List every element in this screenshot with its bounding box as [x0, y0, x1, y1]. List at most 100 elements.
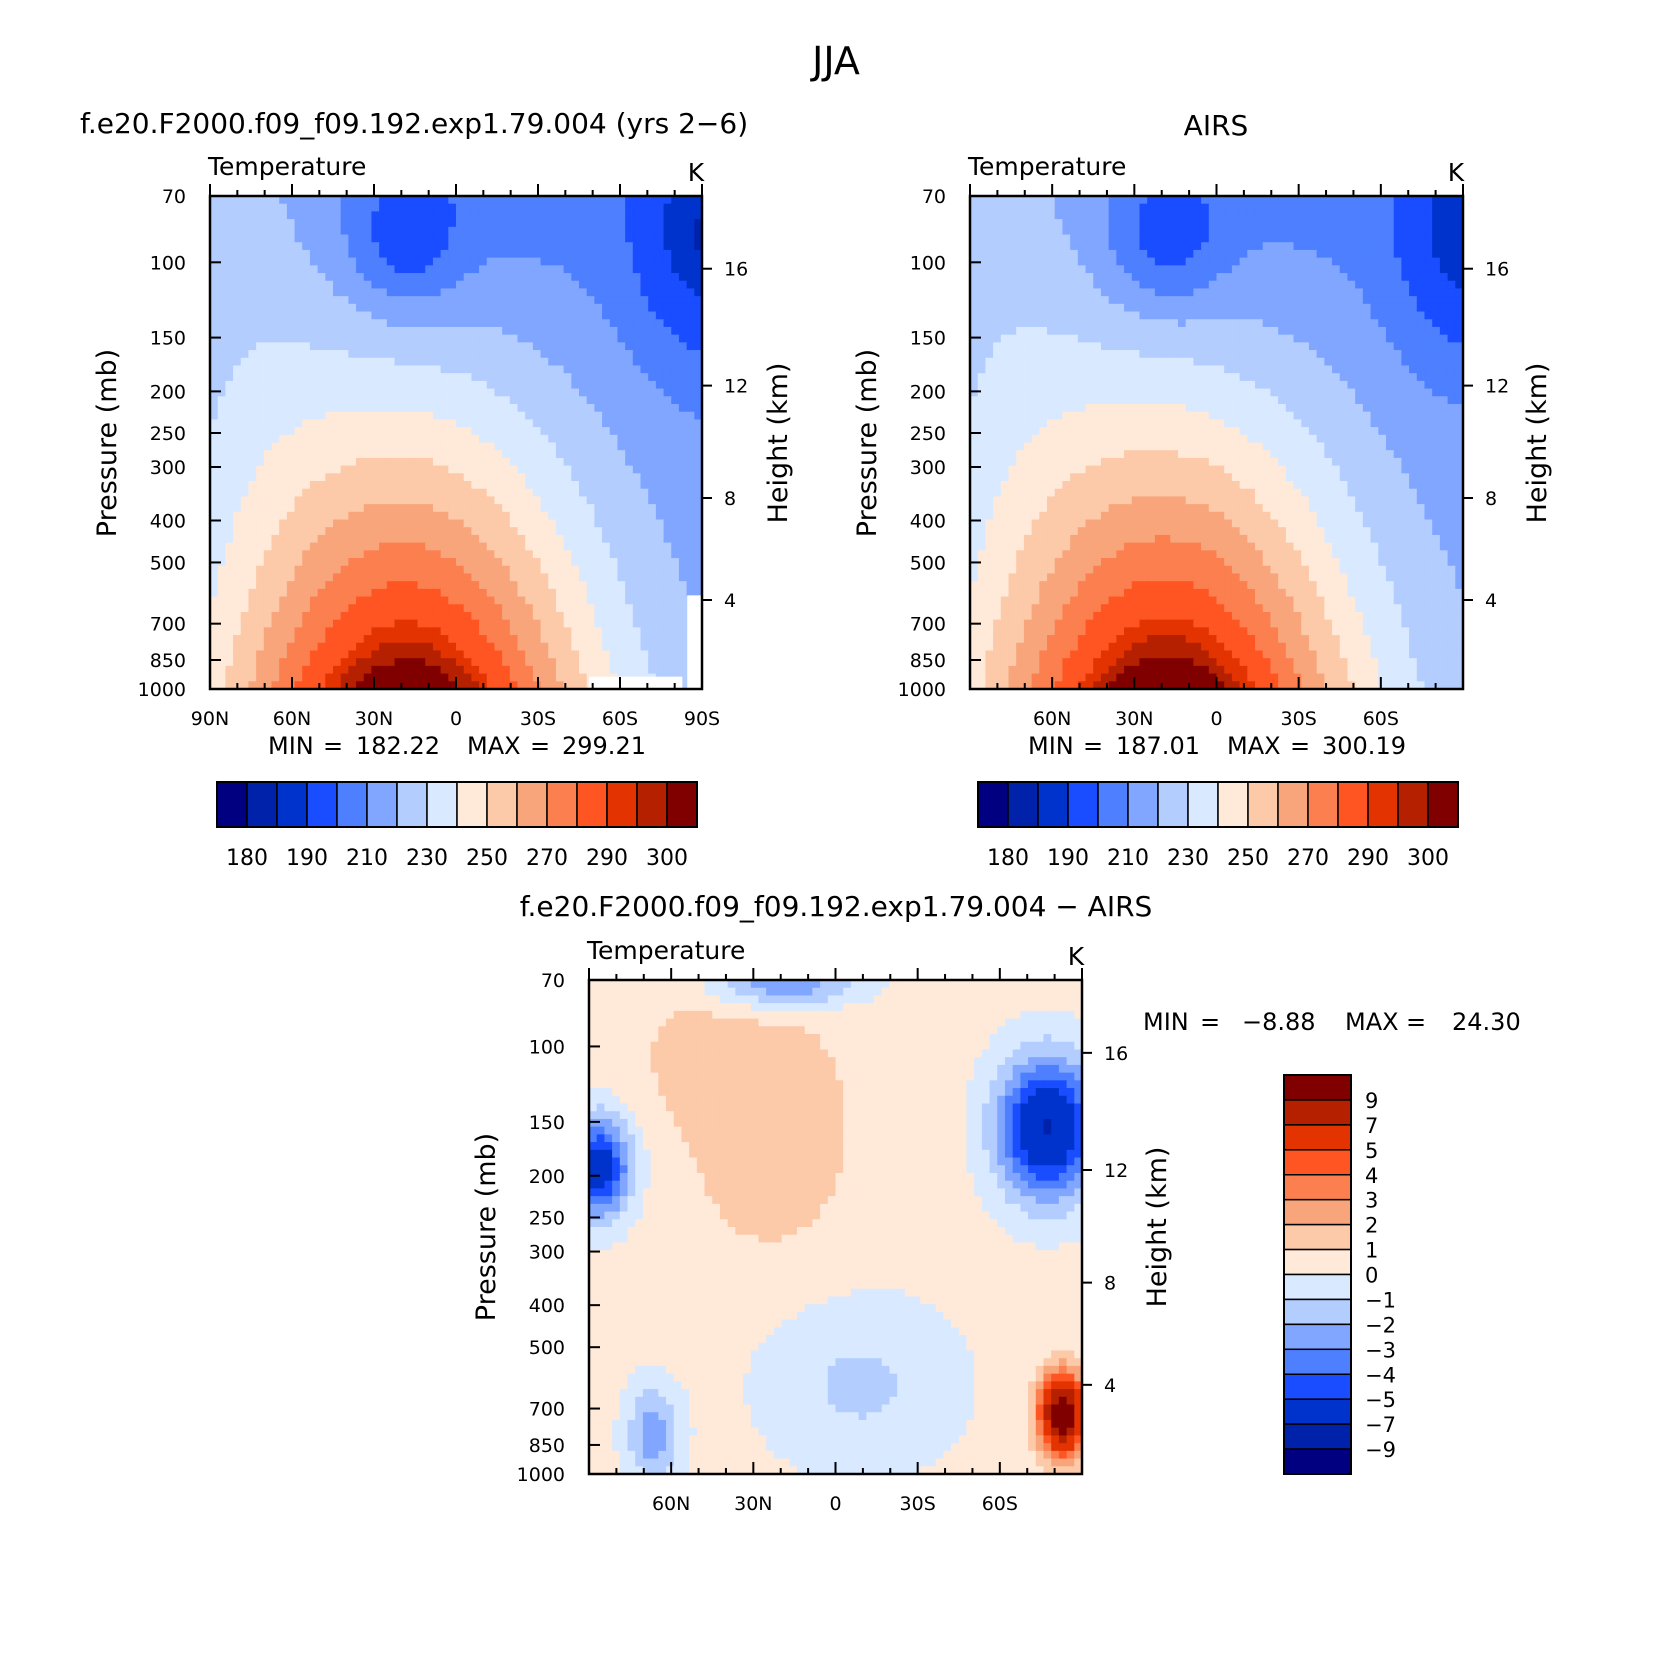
field-cell: [586, 627, 595, 636]
field-cell: [1255, 219, 1264, 228]
field-cell: [1455, 273, 1463, 282]
field-cell: [240, 357, 250, 367]
field-cell: [248, 342, 257, 351]
field-cell: [678, 542, 688, 551]
field-cell: [563, 573, 572, 582]
field-cell: [694, 296, 702, 305]
field-cell: [440, 234, 449, 243]
field-cell: [1224, 203, 1233, 212]
field-cell: [632, 357, 642, 367]
field-cell: [409, 619, 419, 628]
field-cell: [233, 511, 242, 521]
field-cell: [640, 642, 649, 652]
field-cell: [456, 403, 465, 413]
field-cell: [617, 288, 626, 297]
field-cell: [678, 288, 688, 297]
field-cell: [486, 619, 496, 628]
field-cell: [602, 396, 611, 405]
field-cell: [248, 627, 257, 636]
field-cell: [609, 473, 619, 482]
field-cell: [302, 511, 311, 521]
field-cell: [602, 581, 611, 590]
field-cell: [525, 219, 534, 228]
field-cell: [671, 380, 680, 390]
field-cell: [602, 350, 611, 359]
field-cell: [486, 319, 496, 328]
field-cell: [632, 450, 642, 459]
field-cell: [663, 519, 672, 528]
field-cell: [240, 311, 250, 320]
field-cell: [1023, 265, 1033, 274]
field-cell: [1316, 265, 1325, 274]
field-cell: [271, 573, 280, 582]
field-cell: [394, 219, 403, 228]
field-cell: [432, 450, 442, 459]
field-cell: [586, 519, 595, 528]
field-cell: [256, 519, 265, 528]
field-cell: [1362, 273, 1372, 282]
field-cell: [356, 326, 365, 336]
field-cell: [309, 219, 319, 228]
field-cell: [432, 242, 442, 251]
field-cell: [625, 442, 634, 451]
field-cell: [479, 481, 488, 490]
field-cell: [571, 511, 580, 521]
field-cell: [602, 527, 611, 536]
field-cell: [1378, 273, 1387, 282]
field-cell: [340, 527, 349, 536]
field-cell: [432, 311, 442, 320]
field-cell: [356, 396, 365, 405]
field-cell: [563, 357, 572, 367]
field-cell: [1216, 219, 1225, 228]
field-cell: [1077, 257, 1087, 266]
field-cell: [333, 427, 342, 436]
field-cell: [309, 265, 319, 274]
field-cell: [471, 465, 480, 474]
field-cell: [409, 388, 419, 397]
field-cell: [494, 504, 503, 513]
field-cell: [379, 388, 388, 397]
field-cell: [402, 365, 411, 374]
field-cell: [609, 457, 619, 467]
field-cell: [555, 558, 565, 567]
field-cell: [540, 249, 549, 259]
field-cell: [1308, 242, 1318, 251]
field-cell: [432, 326, 442, 336]
field-cell: [678, 196, 688, 205]
field-cell: [532, 311, 542, 320]
field-cell: [655, 403, 665, 413]
field-cell: [225, 627, 234, 636]
field-cell: [579, 534, 588, 544]
field-cell: [532, 642, 542, 652]
field-cell: [617, 211, 626, 220]
lat-tick-label: 0: [450, 708, 462, 730]
field-cell: [456, 427, 465, 436]
field-cell: [555, 619, 565, 628]
field-cell: [386, 419, 396, 428]
field-cell: [602, 319, 611, 328]
field-cell: [1439, 249, 1449, 259]
field-cell: [286, 365, 296, 374]
field-cell: [1301, 265, 1310, 274]
field-cell: [371, 280, 380, 290]
field-cell: [225, 257, 234, 266]
field-cell: [509, 334, 519, 343]
field-cell: [432, 280, 442, 290]
field-cell: [548, 534, 557, 544]
field-cell: [402, 504, 411, 513]
field-cell: [993, 249, 1002, 259]
field-cell: [463, 226, 472, 236]
field-cell: [1262, 226, 1272, 236]
field-cell: [609, 534, 619, 544]
field-cell: [379, 673, 388, 682]
field-cell: [494, 311, 503, 320]
field-cell: [632, 473, 642, 482]
field-cell: [1409, 211, 1418, 220]
field-cell: [579, 419, 588, 428]
field-cell: [1270, 249, 1279, 259]
field-cell: [1393, 234, 1402, 243]
field-cell: [240, 303, 250, 313]
field-cell: [463, 442, 472, 451]
field-cell: [263, 388, 273, 397]
field-cell: [471, 450, 480, 459]
